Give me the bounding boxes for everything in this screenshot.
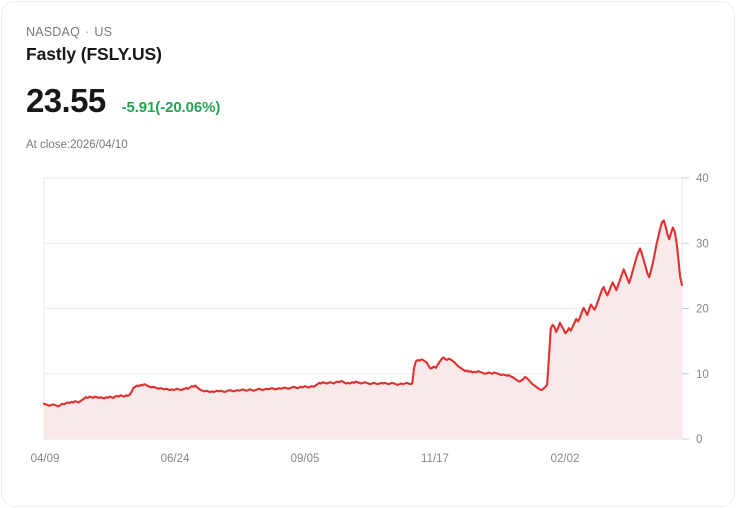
x-axis-label: 06/24 (161, 453, 190, 465)
quote-header: NASDAQ · US Fastly (FSLY.US) (26, 24, 686, 66)
y-axis-label: 0 (696, 434, 702, 446)
market-status: At close:2026/04/10 (26, 139, 128, 151)
x-axis-labels: 04/09 06/24 09/05 11/17 02/02 (31, 453, 580, 465)
exchange-line: NASDAQ · US (26, 24, 686, 40)
separator-dot: · (85, 25, 90, 39)
price-area-fill (44, 220, 682, 439)
page-title: Fastly (FSLY.US) (26, 44, 162, 64)
x-axis-label: 02/02 (551, 453, 580, 465)
chart-svg: 0 10 20 30 40 04/09 06/24 09/05 11/17 02/02 (31, 173, 709, 465)
region-label: US (94, 25, 113, 39)
x-axis-label: 04/09 (31, 453, 60, 465)
price-value: 23.55 (26, 82, 106, 119)
price-line (42, 219, 684, 408)
price-row: 23.55 -5.91(-20.06%) (26, 82, 220, 120)
price-chart[interactable]: 0 10 20 30 40 04/09 06/24 09/05 11/17 02/02 (2, 162, 734, 472)
y-axis-label: 40 (696, 173, 709, 185)
exchange-name: NASDAQ (26, 25, 80, 39)
y-axis-label: 10 (696, 369, 709, 381)
x-axis-label: 11/17 (421, 453, 449, 465)
y-axis-label: 30 (696, 238, 709, 250)
price-change: -5.91(-20.06%) (121, 99, 221, 116)
x-axis-label: 09/05 (291, 453, 320, 465)
y-axis-labels: 0 10 20 30 40 (682, 173, 709, 446)
y-axis-label: 20 (696, 304, 709, 316)
